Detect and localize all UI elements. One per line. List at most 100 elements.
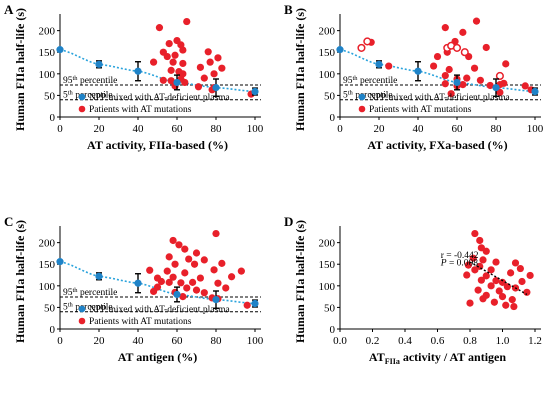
reference-num: 5 — [63, 91, 68, 101]
y-axis-label: Human FIIa half-life (s) — [293, 220, 307, 343]
patient-point — [459, 28, 467, 36]
patient-point — [214, 279, 222, 287]
patient-point — [171, 51, 179, 59]
x-tick-label: 1.0 — [496, 335, 510, 347]
patient-point — [510, 302, 518, 311]
reference-sup: th — [348, 90, 354, 97]
patient-point — [183, 17, 191, 26]
patient-point — [498, 293, 507, 301]
trendline — [469, 261, 528, 296]
panel-c: C 0 20 40 60 80 100 0 50 100 150 200 Human FIIa half… — [4, 214, 264, 364]
patient-point — [466, 299, 474, 307]
reference-num: 95 — [343, 76, 353, 86]
panel-letter: A — [4, 2, 14, 17]
y-tick-label: 0 — [50, 112, 56, 124]
reference-word: percentile — [78, 288, 118, 298]
patient-point — [179, 46, 187, 54]
patient-point — [165, 253, 173, 261]
patient-point — [476, 76, 484, 84]
x-axis-label-prefix: AT — [369, 350, 385, 364]
patient-point — [192, 286, 201, 294]
patient-point — [183, 284, 191, 292]
patient-point — [487, 266, 495, 274]
npp-point — [251, 299, 259, 308]
patient-point — [212, 229, 220, 238]
x-tick-label: 0 — [337, 123, 343, 135]
patient-point — [471, 229, 479, 238]
reference-num: 5 — [63, 303, 68, 313]
patient-point — [200, 74, 208, 82]
y-tick-label: 100 — [39, 281, 56, 293]
reference-label: 95th percentile — [343, 75, 397, 86]
patient-open-point — [495, 71, 504, 81]
y-tick-label: 200 — [39, 238, 56, 250]
patient-point — [502, 301, 510, 309]
x-axis-label: AT activity, FIIa-based (%) — [87, 138, 228, 152]
patient-point — [511, 259, 520, 267]
patient-point — [464, 261, 472, 269]
patient-point — [206, 58, 214, 66]
patient-point — [214, 54, 222, 62]
y-tick-label: 150 — [39, 259, 56, 271]
panel-a: A 0 20 40 60 80 100 0 50 100 150 200 Human FIIa half… — [4, 2, 264, 152]
y-tick-label: 200 — [319, 238, 336, 250]
reference-word: percentile — [353, 91, 393, 101]
patient-point — [185, 255, 193, 263]
patient-point — [146, 266, 154, 274]
x-tick-label: 80 — [211, 335, 223, 347]
patient-point — [486, 81, 494, 90]
y-tick-label: 150 — [319, 259, 336, 271]
panel-d: D 0.0 0.2 0.4 0.6 0.8 1.0 1.2 0 50 100 150 200 Human … — [284, 214, 542, 366]
patient-point — [441, 80, 449, 88]
npp-fit-curve — [339, 48, 536, 93]
reference-sup: th — [68, 90, 74, 97]
reference-num: 95 — [63, 76, 73, 86]
npp-point — [134, 67, 142, 75]
x-tick-label: 0 — [57, 335, 63, 347]
npp-point — [56, 258, 64, 266]
patient-point — [479, 295, 487, 303]
correlation-p: P = 0.008 — [440, 259, 479, 269]
patient-point — [474, 286, 482, 294]
patient-point — [385, 62, 393, 70]
patient-point — [169, 236, 177, 245]
patient-point — [430, 62, 438, 70]
reference-num: 5 — [343, 91, 348, 101]
y-tick-label: 50 — [44, 302, 56, 314]
patient-point — [177, 279, 185, 287]
y-tick-label: 50 — [324, 302, 336, 314]
patient-point — [441, 71, 449, 80]
patient-point — [482, 43, 490, 52]
patient-point — [200, 256, 208, 264]
patient-point — [482, 247, 490, 255]
npp-point — [251, 87, 259, 96]
reference-word: percentile — [78, 76, 118, 86]
reference-sup: th — [353, 75, 359, 82]
y-tick-label: 50 — [324, 90, 336, 102]
patient-point — [179, 293, 187, 301]
npp-point — [173, 78, 181, 87]
y-tick-label: 100 — [319, 281, 336, 293]
patient-point — [476, 236, 484, 245]
npp-point — [95, 272, 103, 280]
x-axis-label: AT activity, FXa-based (%) — [367, 138, 507, 152]
y-tick-label: 200 — [39, 26, 56, 38]
panel-letter: C — [4, 214, 13, 229]
patient-point — [150, 58, 158, 66]
legend-label-npp: NPP mixed with AT-deficient plasma — [89, 92, 231, 103]
patient-point — [472, 17, 481, 25]
patient-point — [165, 39, 173, 48]
patient-point — [490, 298, 498, 306]
x-tick-label: 40 — [133, 335, 145, 347]
y-tick-label: 0 — [330, 112, 336, 124]
x-tick-label: 60 — [452, 123, 464, 135]
reference-label: 95th percentile — [63, 287, 117, 298]
patient-point — [179, 59, 187, 68]
legend-label-patients: Patients with AT mutations — [89, 317, 192, 327]
patient-point — [477, 276, 485, 284]
patient-point — [181, 245, 189, 253]
x-tick-label: 1.2 — [528, 335, 542, 347]
x-tick-label: 0.6 — [431, 335, 445, 347]
x-tick-label: 100 — [527, 123, 544, 135]
y-tick-label: 150 — [39, 47, 56, 59]
